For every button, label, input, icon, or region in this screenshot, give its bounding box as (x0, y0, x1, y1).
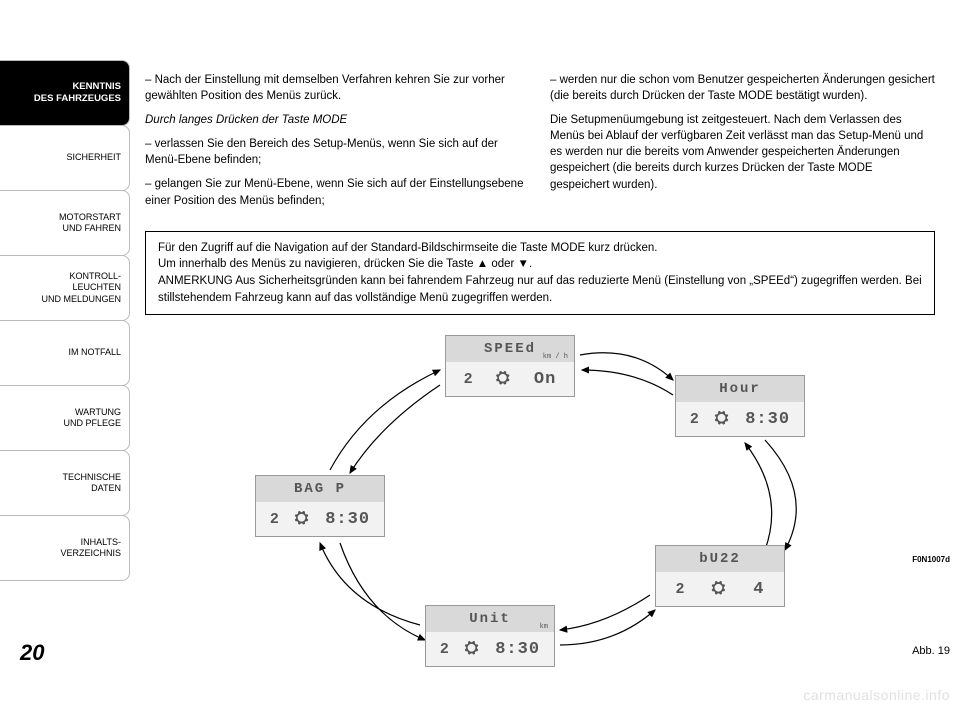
display-left: 2 (270, 511, 279, 528)
tab-label: WARTUNG UND PFLEGE (63, 407, 121, 430)
menu-flow-diagram: SPEEd km / h 2 ⛭ On Hour 2 ⛭ 8:30 bU22 (145, 325, 935, 685)
display-left: 2 (440, 641, 449, 658)
display-title: bU22 (699, 551, 741, 567)
display-left: 2 (464, 371, 473, 388)
display-title: Unit (469, 611, 511, 627)
figure-code: F0N1007d (912, 555, 950, 564)
gear-icon: ⛭ (295, 509, 310, 529)
para: – verlassen Sie den Bereich des Setup-Me… (145, 136, 530, 168)
display-sub: km (540, 623, 548, 631)
display-bottom: 2 ⛭ 8:30 (676, 402, 804, 436)
display-title: SPEEd (484, 341, 536, 357)
para-italic: Durch langes Drücken der Taste MODE (145, 112, 530, 128)
tab-label: INHALTS- VERZEICHNIS (60, 537, 121, 560)
sidebar-tab-notfall[interactable]: IM NOTFALL (0, 320, 130, 386)
para: – gelangen Sie zur Menü-Ebene, wenn Sie … (145, 176, 530, 208)
display-right: 4 (753, 580, 764, 599)
display-top: SPEEd km / h (446, 336, 574, 362)
sidebar-tab-kontroll[interactable]: KONTROLL- LEUCHTEN UND MELDUNGEN (0, 255, 130, 321)
display-top: BAG P (256, 476, 384, 502)
display-top: Hour (676, 376, 804, 402)
sidebar-tab-kenntnis[interactable]: KENNTNIS DES FAHRZEUGES (0, 60, 130, 126)
display-buzz: bU22 2 ⛭ 4 (655, 545, 785, 607)
text-columns: – Nach der Einstellung mit demselben Ver… (145, 72, 935, 217)
gear-icon: ⛭ (465, 639, 480, 659)
display-right: On (534, 370, 556, 389)
display-left: 2 (690, 411, 699, 428)
display-right: 8:30 (495, 640, 540, 659)
gear-icon: ⛭ (715, 409, 730, 429)
sidebar-tab-technische[interactable]: TECHNISCHE DATEN (0, 450, 130, 516)
page-number: 20 (20, 640, 44, 666)
sidebar-tab-inhalts[interactable]: INHALTS- VERZEICHNIS (0, 515, 130, 581)
tab-label: KONTROLL- LEUCHTEN UND MELDUNGEN (41, 271, 121, 305)
figure-label: Abb. 19 (912, 645, 950, 657)
display-hour: Hour 2 ⛭ 8:30 (675, 375, 805, 437)
tab-label: MOTORSTART UND FAHREN (59, 212, 121, 235)
display-bottom: 2 ⛭ 8:30 (256, 502, 384, 536)
tab-label: KENNTNIS DES FAHRZEUGES (34, 81, 121, 105)
display-title: Hour (719, 381, 761, 397)
display-top: Unit km (426, 606, 554, 632)
tab-label: TECHNISCHE DATEN (62, 472, 121, 495)
display-bottom: 2 ⛭ 4 (656, 572, 784, 606)
display-unit: Unit km 2 ⛭ 8:30 (425, 605, 555, 667)
display-speed: SPEEd km / h 2 ⛭ On (445, 335, 575, 397)
note-box: Für den Zugriff auf die Navigation auf d… (145, 231, 935, 316)
display-top: bU22 (656, 546, 784, 572)
display-left: 2 (676, 581, 685, 598)
display-right: 8:30 (745, 410, 790, 429)
watermark: carmanualsonline.info (803, 687, 950, 703)
display-right: 8:30 (325, 510, 370, 529)
sidebar-nav: KENNTNIS DES FAHRZEUGES SICHERHEIT MOTOR… (0, 60, 130, 580)
main-content: – Nach der Einstellung mit demselben Ver… (145, 72, 935, 685)
tab-label: SICHERHEIT (66, 152, 121, 163)
display-title: BAG P (294, 481, 346, 497)
para: Die Setupmenüumgebung ist zeitgesteuert.… (550, 112, 935, 192)
display-bottom: 2 ⛭ On (446, 362, 574, 396)
gear-icon: ⛭ (496, 369, 511, 389)
display-bagp: BAG P 2 ⛭ 8:30 (255, 475, 385, 537)
gear-icon: ⛭ (712, 579, 727, 599)
tab-label: IM NOTFALL (68, 347, 121, 358)
right-column: – werden nur die schon vom Benutzer gesp… (550, 72, 935, 217)
para: – werden nur die schon vom Benutzer gesp… (550, 72, 935, 104)
left-column: – Nach der Einstellung mit demselben Ver… (145, 72, 530, 217)
para: – Nach der Einstellung mit demselben Ver… (145, 72, 530, 104)
display-bottom: 2 ⛭ 8:30 (426, 632, 554, 666)
sidebar-tab-motorstart[interactable]: MOTORSTART UND FAHREN (0, 190, 130, 256)
sidebar-tab-sicherheit[interactable]: SICHERHEIT (0, 125, 130, 191)
sidebar-tab-wartung[interactable]: WARTUNG UND PFLEGE (0, 385, 130, 451)
display-sub: km / h (543, 353, 568, 361)
